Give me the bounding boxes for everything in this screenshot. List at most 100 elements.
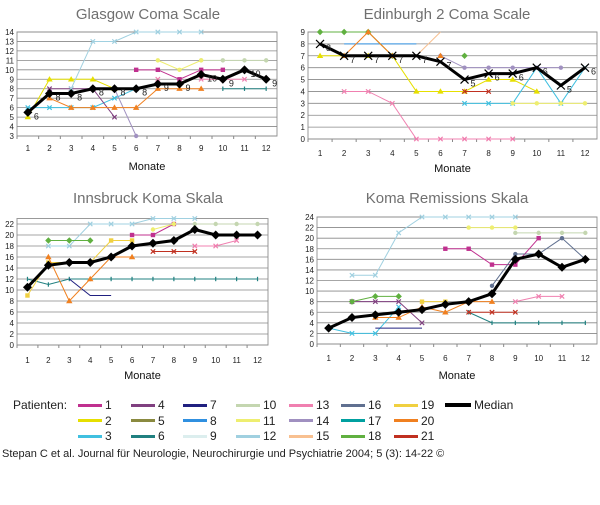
marker	[25, 293, 30, 298]
y-tick-label: 6	[301, 64, 306, 73]
median-data-label: 6	[34, 111, 39, 121]
marker	[232, 230, 242, 240]
median-data-label: 5	[471, 79, 476, 89]
chart-panel-4: Koma Remissions Skala0246810121416182022…	[305, 190, 598, 382]
x-tick-label: 6	[134, 144, 139, 153]
legend-item-patient-21: 21	[394, 429, 434, 443]
x-tick-label: 11	[240, 144, 249, 153]
marker	[67, 104, 75, 110]
series-line	[68, 278, 112, 296]
marker	[46, 86, 53, 92]
y-tick-label: 9	[10, 75, 15, 84]
y-tick-label: 16	[305, 255, 314, 264]
legend-label: 7	[210, 398, 217, 412]
marker	[559, 293, 565, 299]
x-tick-label: 4	[91, 144, 96, 153]
marker	[45, 237, 52, 244]
marker	[533, 88, 540, 94]
median-data-label: 8	[326, 43, 331, 53]
marker	[67, 76, 75, 82]
marker	[582, 101, 588, 106]
marker	[348, 298, 356, 305]
marker	[218, 74, 228, 84]
marker	[413, 136, 419, 142]
x-tick-label: 7	[466, 354, 471, 363]
marker	[440, 299, 450, 309]
marker	[111, 38, 118, 45]
marker	[316, 28, 324, 36]
x-tick-label: 3	[366, 149, 371, 158]
marker	[509, 76, 516, 82]
legend-swatch-none-icon	[289, 434, 313, 438]
x-tick-label: 8	[490, 354, 495, 363]
marker	[443, 246, 448, 251]
marker	[436, 57, 445, 67]
marker	[395, 293, 402, 300]
marker	[419, 299, 425, 304]
marker	[213, 221, 218, 227]
median-data-label: 10	[251, 69, 261, 79]
y-tick-label: 3	[10, 132, 15, 141]
series-patient-21	[150, 248, 198, 255]
marker	[461, 136, 468, 142]
marker	[129, 238, 135, 243]
x-tick-label: 2	[47, 144, 52, 153]
marker	[340, 28, 348, 36]
marker	[558, 101, 564, 106]
y-tick-label: 5	[301, 76, 306, 85]
marker	[583, 230, 588, 236]
y-tick-label: 8	[301, 40, 306, 49]
median-data-label: 8	[99, 88, 104, 98]
y-tick-label: 18	[305, 245, 314, 254]
marker	[66, 237, 73, 244]
marker	[133, 133, 139, 139]
marker	[87, 275, 94, 282]
legend-item-patient-19: 19	[394, 398, 434, 412]
median-data-label: 6	[543, 67, 548, 77]
marker	[536, 293, 542, 299]
series-line	[48, 218, 195, 247]
y-tick-label: 4	[10, 123, 15, 132]
y-tick-label: 18	[5, 242, 14, 251]
series-line	[49, 88, 115, 118]
legend-item-patient-16: 16	[341, 398, 381, 412]
y-tick-label: 14	[5, 28, 14, 37]
median-data-label: 7	[350, 55, 355, 65]
y-tick-label: 13	[5, 37, 14, 46]
legend-label: 2	[105, 413, 112, 428]
legend-swatch-x-icon	[78, 434, 102, 438]
chart-title: Glasgow Coma Scale	[76, 6, 220, 23]
x-tick-label: 9	[199, 144, 204, 153]
marker	[89, 104, 97, 110]
marker	[196, 70, 206, 80]
series-patient-21	[461, 88, 492, 95]
marker	[242, 58, 247, 63]
marker	[148, 238, 158, 248]
y-tick-label: 24	[305, 213, 314, 222]
series-median	[324, 249, 590, 333]
marker	[510, 254, 520, 264]
legend-label: 17	[368, 413, 382, 428]
marker	[489, 214, 495, 220]
marker	[88, 84, 98, 94]
series-patient-10	[513, 230, 588, 236]
marker	[485, 76, 492, 82]
legend-label: Median	[474, 398, 514, 412]
legend-swatch-square-icon	[78, 403, 102, 407]
y-tick-label: 0	[301, 135, 306, 144]
marker	[131, 84, 141, 94]
marker	[155, 76, 161, 82]
legend-swatch-none-icon	[341, 419, 365, 422]
citation: Stepan C et al. Journal für Neurologie, …	[2, 448, 445, 460]
marker	[461, 88, 468, 95]
marker	[198, 58, 204, 63]
series-median	[22, 225, 263, 292]
legend-item-patient-9: 9	[183, 429, 217, 443]
marker	[150, 232, 156, 238]
marker	[486, 100, 492, 106]
legend-item-patient-5: 5	[131, 414, 165, 428]
legend-label: 1	[105, 398, 112, 412]
legend-item-patient-15: 15	[289, 429, 329, 443]
series-line	[152, 223, 175, 230]
